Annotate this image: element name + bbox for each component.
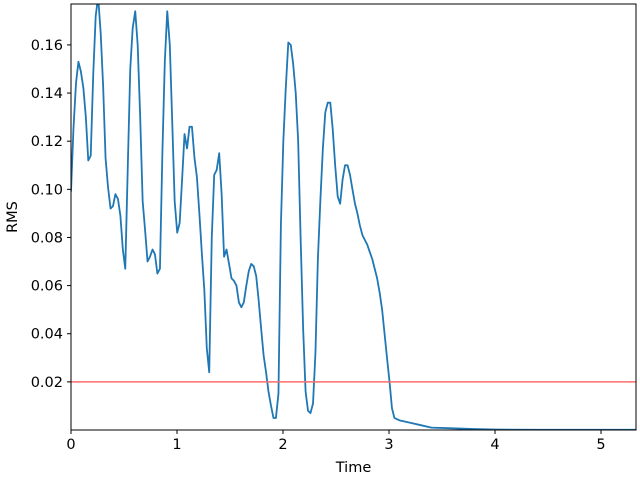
x-tick-label: 4	[490, 437, 499, 453]
y-tick-label: 0.10	[31, 182, 63, 198]
plot-area	[70, 3, 637, 431]
x-tick-label: 1	[172, 437, 181, 453]
rms-series-line	[71, 4, 636, 430]
y-tick-label: 0.14	[31, 86, 63, 102]
y-tick-label: 0.08	[31, 230, 63, 246]
series-layer	[71, 4, 636, 430]
x-tick-label: 3	[384, 437, 393, 453]
y-axis-label: RMS	[5, 201, 21, 233]
x-tick-label: 0	[66, 437, 75, 453]
y-tick-label: 0.02	[31, 375, 63, 391]
y-tick-label: 0.16	[31, 38, 63, 54]
x-axis-ticks: 0 1 2 3 4 5	[66, 430, 606, 453]
x-axis-label: Time	[335, 460, 372, 476]
y-tick-label: 0.06	[31, 279, 63, 295]
x-tick-label: 5	[596, 437, 605, 453]
y-axis-ticks: 0.02 0.04 0.06 0.08 0.10 0.12 0.14 0.16	[31, 38, 71, 391]
y-tick-label: 0.04	[31, 327, 63, 343]
x-tick-label: 2	[278, 437, 287, 453]
axes-frame	[70, 3, 637, 431]
y-tick-label: 0.12	[31, 134, 63, 150]
